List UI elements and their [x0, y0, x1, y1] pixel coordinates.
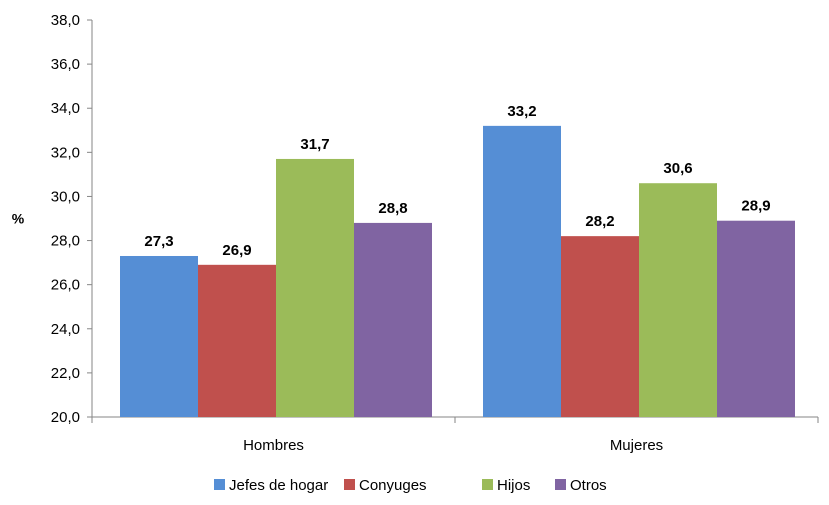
legend: Jefes de hogar Conyuges Hijos Otros: [214, 477, 607, 494]
bar-hijos-hombres: [276, 158, 354, 417]
axes: 20,0 22,0 24,0 26,0 28,0 30,0 32,0 34,0 36,0 38,0…: [12, 12, 819, 454]
y-tick-label: 32,0: [51, 144, 80, 161]
data-label: 28,2: [585, 213, 614, 230]
legend-label: Conyuges: [359, 477, 427, 494]
x-category-label: Mujeres: [610, 437, 663, 454]
data-label: 31,7: [300, 136, 329, 153]
legend-swatch: [555, 479, 566, 490]
legend-label: Hijos: [497, 477, 530, 494]
y-tick-label: 34,0: [51, 100, 80, 117]
y-tick-label: 22,0: [51, 365, 80, 382]
legend-swatch: [214, 479, 225, 490]
data-label: 27,3: [144, 233, 173, 250]
data-label: 26,9: [222, 242, 251, 259]
bars: [120, 125, 795, 417]
data-label: 28,9: [741, 198, 770, 215]
legend-swatch: [344, 479, 355, 490]
bar-otros-hombres: [354, 222, 432, 417]
y-axis-title: %: [12, 211, 25, 227]
y-tick-label: 24,0: [51, 321, 80, 338]
y-tick-label: 30,0: [51, 188, 80, 205]
bar-jefes-de-hogar-mujeres: [483, 125, 561, 417]
y-tick-label: 20,0: [51, 409, 80, 426]
legend-swatch: [482, 479, 493, 490]
data-label: 33,2: [507, 103, 536, 120]
data-label: 30,6: [663, 160, 692, 177]
legend-label: Otros: [570, 477, 607, 494]
y-tick-label: 26,0: [51, 277, 80, 294]
y-tick-label: 38,0: [51, 12, 80, 29]
y-tick-label: 36,0: [51, 56, 80, 73]
bar-conyuges-hombres: [198, 264, 276, 417]
legend-label: Jefes de hogar: [229, 477, 328, 494]
bar-conyuges-mujeres: [561, 236, 639, 417]
bar-jefes-de-hogar-hombres: [120, 255, 198, 417]
bar-hijos-mujeres: [639, 183, 717, 417]
x-category-label: Hombres: [243, 437, 304, 454]
y-tick-label: 28,0: [51, 233, 80, 250]
data-label: 28,8: [378, 200, 407, 217]
bar-otros-mujeres: [717, 220, 795, 417]
data-labels: 27,3 26,9 31,7 28,8 33,2 28,2 30,6 28,9: [144, 103, 770, 259]
